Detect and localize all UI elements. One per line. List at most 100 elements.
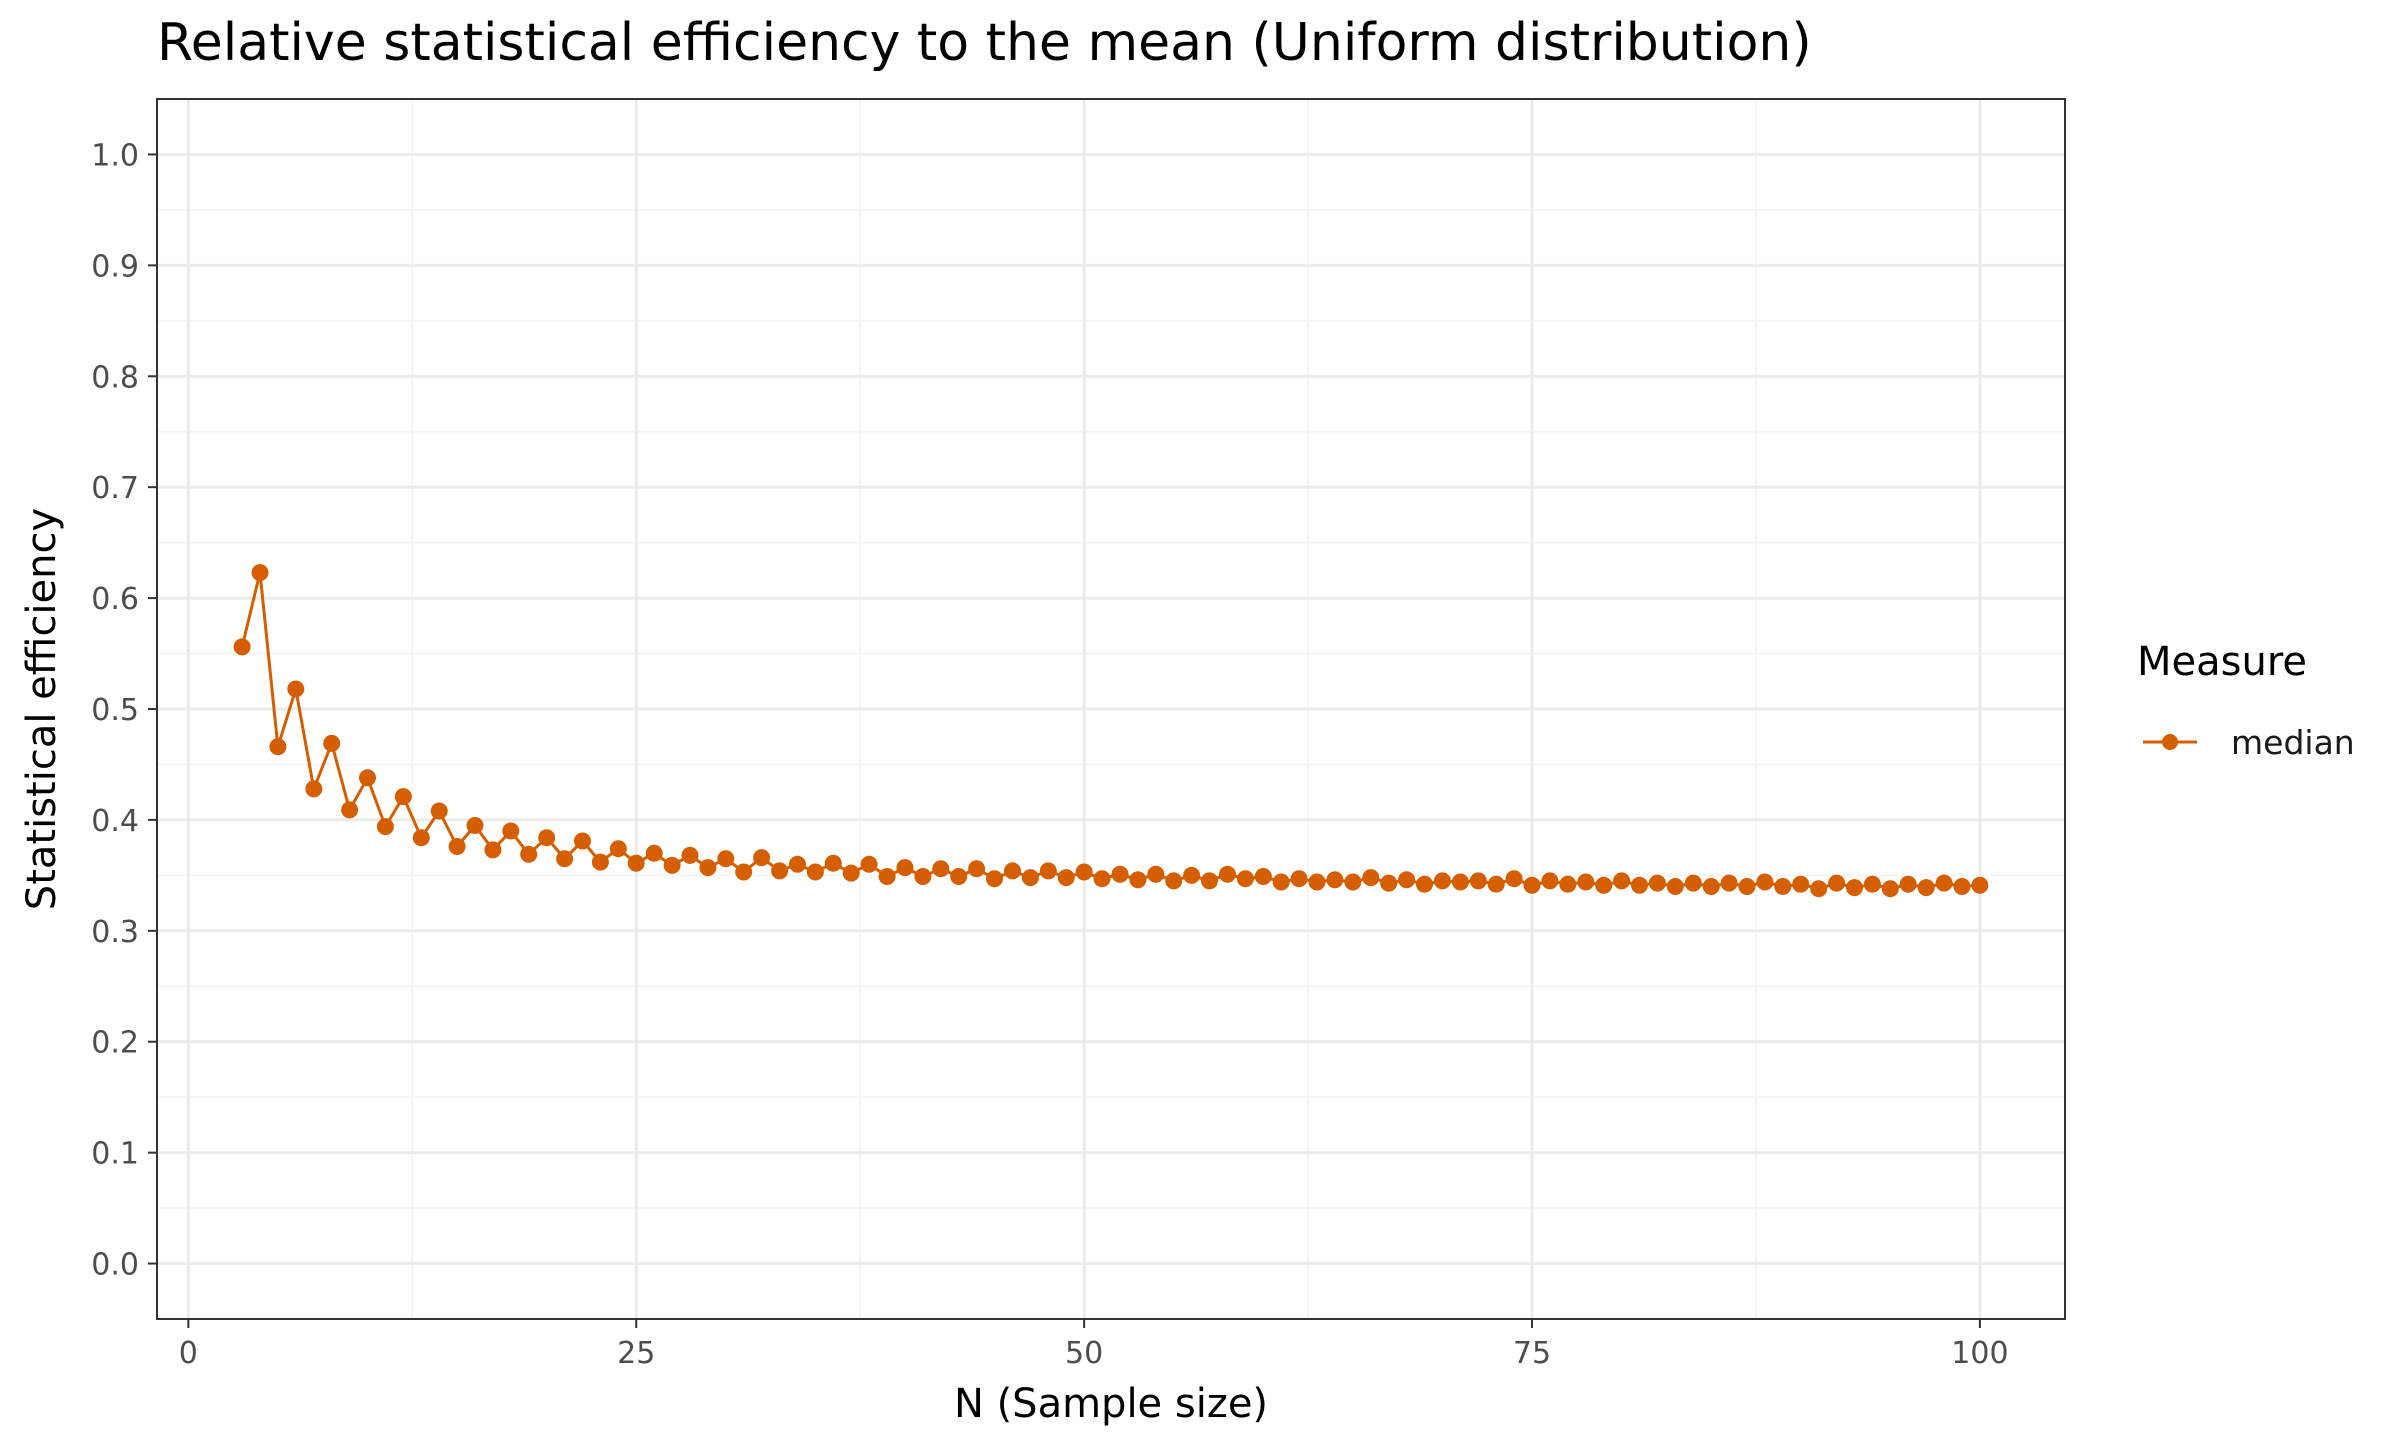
data-point — [1971, 876, 1989, 894]
data-point — [305, 780, 323, 798]
plot-panel — [156, 98, 2066, 1320]
data-point — [878, 868, 896, 885]
y-tick-label: 0.0 — [91, 1248, 139, 1283]
data-point — [1398, 871, 1416, 889]
y-tick-label: 1.0 — [91, 138, 139, 173]
data-point — [1756, 873, 1774, 891]
x-tick-label: 0 — [179, 1336, 198, 1371]
data-point — [394, 788, 412, 806]
data-point — [1165, 872, 1183, 890]
x-tick-label: 50 — [1065, 1336, 1103, 1371]
data-point — [1487, 875, 1505, 893]
legend-label: median — [2231, 723, 2355, 762]
data-point — [1290, 870, 1308, 888]
data-point — [842, 864, 860, 882]
data-point — [1111, 865, 1129, 883]
data-point — [824, 854, 842, 872]
data-point — [1935, 874, 1953, 892]
data-point — [699, 859, 717, 877]
data-point — [1577, 873, 1595, 891]
data-point — [1559, 875, 1577, 893]
y-tick-label: 0.7 — [91, 471, 139, 506]
data-point — [1899, 875, 1917, 893]
data-point — [574, 832, 591, 850]
data-point — [1505, 870, 1523, 888]
data-point — [430, 802, 448, 820]
data-point — [1380, 874, 1398, 892]
x-tick-label: 75 — [1513, 1336, 1551, 1371]
data-point — [914, 868, 932, 885]
data-point — [591, 853, 609, 871]
data-point — [1738, 878, 1756, 895]
y-tick-label: 0.1 — [91, 1137, 139, 1172]
data-point — [448, 838, 466, 855]
data-point — [1684, 874, 1702, 892]
data-point — [1881, 880, 1899, 898]
data-point — [932, 860, 950, 878]
y-tick-label: 0.4 — [91, 804, 139, 839]
y-tick-label: 0.8 — [91, 360, 139, 395]
data-point — [1648, 874, 1666, 892]
x-axis: 0 25 50 75 100 — [179, 1319, 2009, 1371]
data-point — [1147, 865, 1165, 883]
data-point — [1595, 876, 1613, 894]
data-point — [233, 638, 251, 656]
data-point — [1953, 878, 1971, 895]
data-point — [1254, 868, 1272, 885]
data-point — [771, 862, 789, 880]
data-point — [627, 854, 645, 872]
data-point — [753, 849, 771, 867]
data-point — [1362, 869, 1380, 887]
data-point — [1810, 880, 1828, 898]
data-point — [1219, 865, 1236, 883]
data-point — [1004, 862, 1021, 880]
data-point — [1828, 874, 1846, 892]
data-point — [1433, 872, 1451, 890]
data-point — [1917, 879, 1935, 897]
data-point — [681, 846, 699, 864]
data-point — [860, 855, 878, 873]
data-point — [1523, 876, 1541, 894]
y-tick-label: 0.9 — [91, 249, 139, 284]
data-point — [1272, 873, 1290, 891]
data-point — [466, 817, 484, 834]
data-point — [663, 856, 681, 874]
data-point — [1631, 876, 1648, 894]
y-tick-label: 0.2 — [91, 1026, 139, 1061]
data-point — [986, 870, 1003, 888]
data-point — [645, 844, 663, 862]
x-tick-label: 25 — [617, 1336, 655, 1371]
legend: Measure median — [2137, 639, 2355, 762]
data-point — [1702, 878, 1720, 895]
data-point — [1236, 870, 1254, 888]
y-axis: 0.0 0.1 0.2 0.3 0.4 0.5 0.6 0.7 0.8 0.9 1.0 — [91, 138, 157, 1283]
data-point — [1093, 870, 1111, 888]
data-point — [735, 863, 753, 881]
data-point — [896, 859, 914, 877]
data-point — [556, 850, 574, 868]
data-point — [269, 738, 287, 756]
data-point — [376, 818, 394, 836]
data-point — [950, 868, 968, 885]
y-tick-label: 0.6 — [91, 582, 139, 617]
data-point — [717, 850, 735, 868]
data-point — [1326, 871, 1344, 889]
data-point — [1057, 869, 1075, 887]
data-point — [1183, 866, 1201, 884]
data-point — [1451, 873, 1469, 891]
chart-title: Relative statistical efficiency to the m… — [157, 13, 1812, 73]
x-tick-label: 100 — [1951, 1336, 2008, 1371]
data-point — [412, 829, 430, 847]
legend-title: Measure — [2137, 639, 2307, 685]
data-point — [251, 564, 269, 582]
data-point — [1416, 875, 1433, 893]
y-axis-title: Statistical efficiency — [19, 508, 65, 910]
data-point — [323, 734, 341, 752]
data-point — [1308, 873, 1326, 891]
data-point — [1469, 872, 1487, 890]
data-point — [484, 841, 502, 859]
series-layer — [233, 564, 1989, 898]
x-axis-title: N (Sample size) — [954, 1381, 1268, 1427]
data-point — [520, 845, 538, 863]
